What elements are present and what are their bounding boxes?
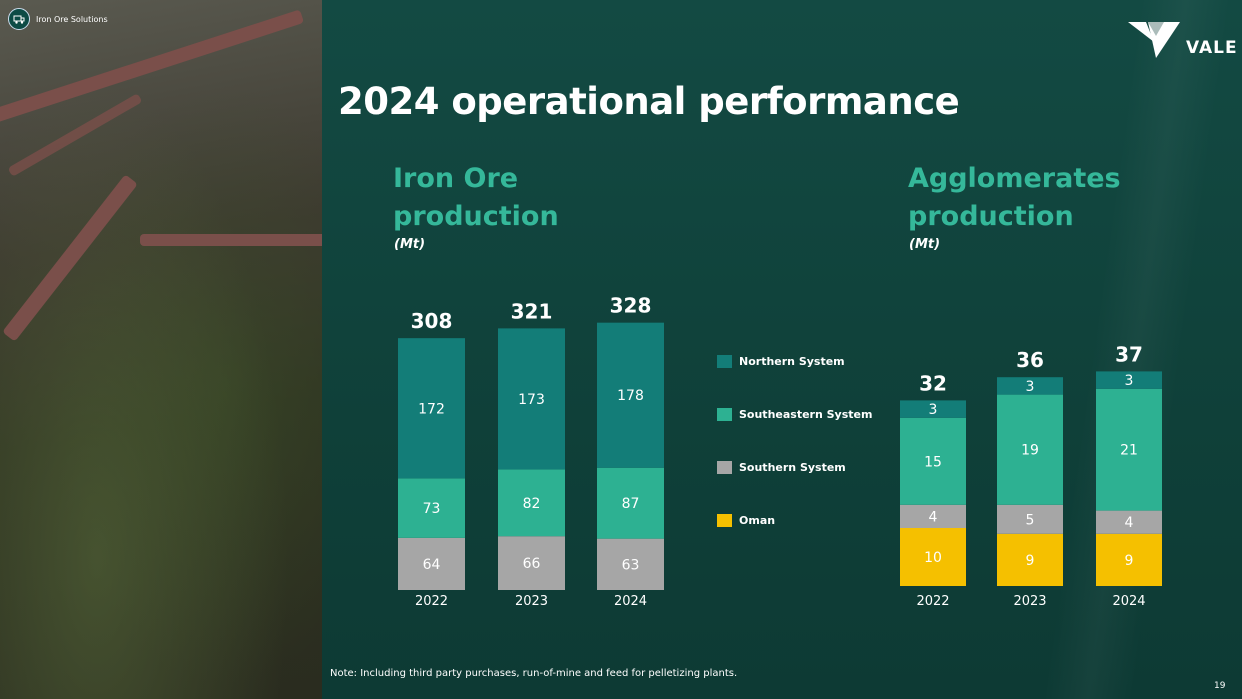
data-label: 178 [617,388,644,404]
bar-segment-northern [1096,371,1162,389]
chart-title-agglomerates: Agglomerates production [908,163,1121,232]
bar-segment-northern [498,328,565,470]
legend-item-southern: Southern System [717,461,846,474]
bar-segment-oman [997,533,1063,586]
legend-swatch-southeastern [717,408,732,421]
truck-icon [8,8,30,30]
category-tick-label: 2024 [614,594,647,609]
bar-segment-southern [597,538,664,590]
conveyor-rail [140,234,330,246]
bar-segment-southeastern [1096,388,1162,511]
data-label: 19 [1021,443,1039,459]
section-label: Iron Ore Solutions [36,14,108,24]
data-label: 21 [1120,443,1138,459]
data-label: 64 [423,557,441,573]
legend-label: Southern System [739,461,846,474]
bar-segment-southern [498,536,565,590]
background-photo [0,0,330,699]
bar-segment-southern [1096,510,1162,534]
legend-item-southeastern: Southeastern System [717,408,872,421]
page-title: 2024 operational performance [338,80,960,123]
data-label: 82 [523,496,541,512]
legend-label: Northern System [739,355,845,368]
data-label: 3 [1125,373,1134,389]
legend-swatch-oman [717,514,732,527]
legend-label: Oman [739,514,776,527]
bar-segment-northern [997,377,1063,395]
bar-segment-southern [398,537,465,590]
legend-swatch-southern [717,461,732,474]
chart-unit-agglomerates: (Mt) [909,237,941,252]
bar-total-label: 32 [919,371,947,395]
legend-item-oman: Oman [717,514,775,527]
vale-logo-mark [1128,22,1180,58]
data-label: 9 [1125,553,1134,569]
bar-segment-southeastern [597,467,664,539]
data-label: 3 [1026,379,1035,395]
data-label: 73 [423,501,441,517]
bar-segment-southern [900,504,966,528]
data-label: 172 [418,401,445,417]
logo-text: VALE [1186,38,1238,58]
bar-total-label: 308 [411,309,453,333]
data-label: 9 [1026,553,1035,569]
content-panel [322,0,1242,699]
bar-total-label: 328 [610,294,652,318]
category-tick-label: 2024 [1112,594,1145,609]
category-tick-label: 2023 [515,594,548,609]
data-label: 4 [929,509,938,525]
category-tick-label: 2022 [916,594,949,609]
data-label: 63 [622,557,640,573]
bar-segment-northern [900,400,966,418]
bar-segment-oman [900,528,966,586]
bar-total-label: 37 [1115,342,1143,366]
data-label: 66 [523,556,541,572]
data-label: 15 [924,454,942,470]
vale-logo: VALE [1126,18,1238,60]
data-label: 3 [929,402,938,418]
footnote: Note: Including third party purchases, r… [330,668,738,679]
chart-unit-iron-ore: (Mt) [394,237,426,252]
bar-segment-southeastern [997,394,1063,505]
section-tag: Iron Ore Solutions [8,8,108,30]
category-tick-label: 2022 [415,594,448,609]
page-number: 19 [1214,681,1226,691]
bar-segment-northern [597,322,664,468]
bar-segment-southeastern [398,478,465,538]
data-label: 87 [622,496,640,512]
bar-segment-southeastern [498,469,565,537]
legend-swatch-northern [717,355,732,368]
bar-segment-oman [1096,533,1162,586]
bar-segment-southern [997,504,1063,534]
legend-item-northern: Northern System [717,355,845,368]
data-label: 10 [924,550,942,566]
data-label: 4 [1125,515,1134,531]
bar-segment-northern [398,338,465,479]
data-label: 173 [518,392,545,408]
bar-total-label: 321 [511,299,553,323]
data-label: 5 [1026,512,1035,528]
bar-total-label: 36 [1016,348,1044,372]
category-tick-label: 2023 [1013,594,1046,609]
legend-label: Southeastern System [739,408,873,421]
chart-title-iron-ore: Iron Ore production [393,163,559,232]
bar-segment-southeastern [900,417,966,505]
